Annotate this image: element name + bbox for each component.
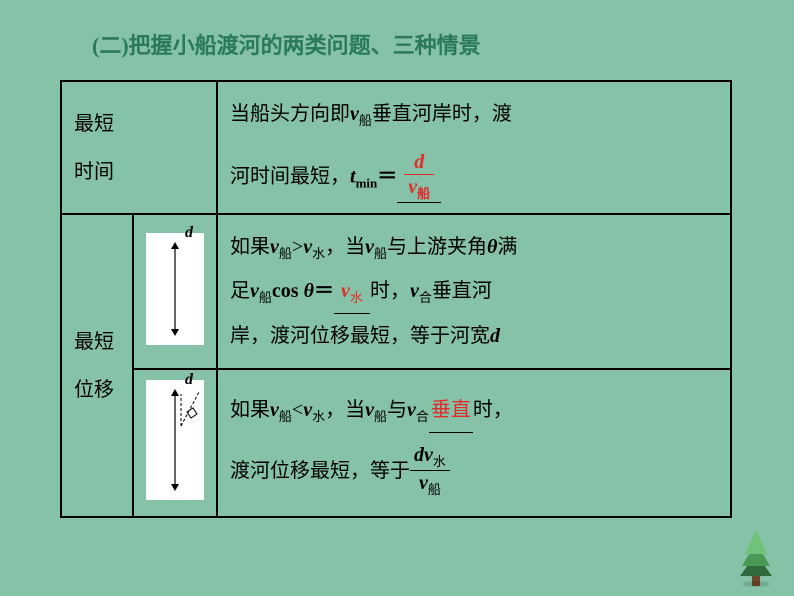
row-time-content: 当船头方向即v船垂直河岸时，渡 河时间最短，tmin＝dv船	[217, 81, 731, 214]
row-label-disp: 最短 位移	[61, 214, 133, 517]
table-row: 最短 时间 当船头方向即v船垂直河岸时，渡 河时间最短，tmin＝dv船	[61, 81, 731, 214]
row-disp1-content: 如果v船>v水，当v船与上游夹角θ满 足v船cos θ＝v水时，v合垂直河 岸，…	[217, 214, 731, 369]
tree-icon	[730, 526, 782, 588]
river-diagram-1: d	[146, 233, 204, 345]
row-label-time: 最短 时间	[61, 81, 217, 214]
page-heading: (二)把握小船渡河的两类问题、三种情景	[92, 28, 481, 60]
diagram-cell-2: d	[133, 369, 217, 517]
diagram-cell-1: d	[133, 214, 217, 369]
arrow-d	[168, 389, 182, 491]
d-label: d	[185, 224, 193, 242]
content-table: 最短 时间 当船头方向即v船垂直河岸时，渡 河时间最短，tmin＝dv船 最短 …	[60, 80, 732, 518]
river-diagram-2: d	[146, 380, 204, 500]
d-label: d	[185, 371, 193, 389]
row-disp2-content: 如果v船<v水，当v船与v合垂直时， 渡河位移最短，等于dv水v船	[217, 369, 731, 517]
table-row: 最短 位移 d 如果v船>v水，当v船与上游夹角θ满	[61, 214, 731, 369]
arrow-d	[168, 242, 182, 336]
table-row: d 如果v船<v水，当v船与v合垂直时， 渡河位移最短，等于dv水v船	[61, 369, 731, 517]
